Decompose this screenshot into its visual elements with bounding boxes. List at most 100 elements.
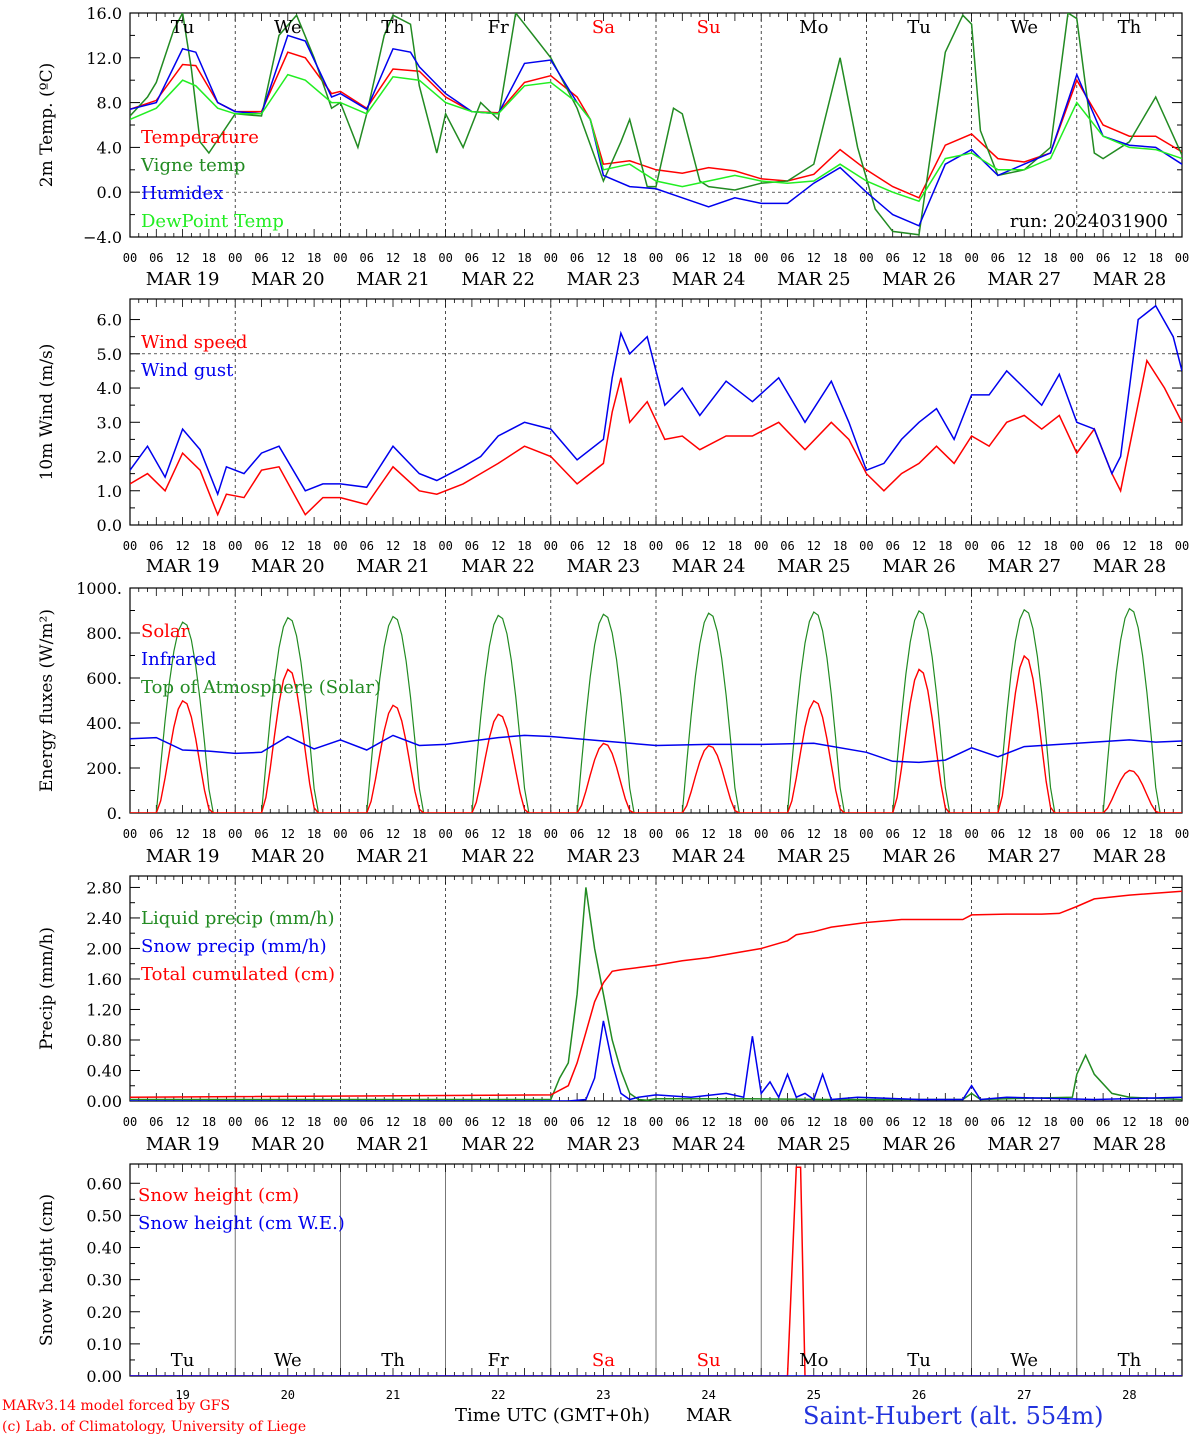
date-label: MAR 25 <box>777 556 851 577</box>
date-label: MAR 19 <box>146 556 220 577</box>
hour-label: 06 <box>1096 539 1110 553</box>
hour-label: 06 <box>991 251 1005 265</box>
hour-label: 18 <box>1148 251 1162 265</box>
date-label: MAR 24 <box>672 556 746 577</box>
hour-label: 06 <box>885 1115 899 1129</box>
y-tick-label: 0.50 <box>86 1206 122 1225</box>
hour-label: 00 <box>438 251 452 265</box>
hour-label: 18 <box>202 539 216 553</box>
hour-label: 18 <box>307 1115 321 1129</box>
hour-label: 06 <box>465 251 479 265</box>
date-label: MAR 23 <box>567 1134 641 1155</box>
weekday-label: Th <box>381 1350 405 1371</box>
hour-label: 12 <box>1017 539 1031 553</box>
hour-label: 18 <box>728 251 742 265</box>
y-tick-label: 2.40 <box>86 909 122 928</box>
hour-label: 12 <box>491 1115 505 1129</box>
hour-label: 00 <box>1175 827 1189 841</box>
series-layer <box>130 1166 1182 1376</box>
series-layer <box>130 13 1182 236</box>
y-tick-label: 1.20 <box>86 1000 122 1019</box>
hour-label: 12 <box>175 539 189 553</box>
hour-label: 06 <box>1096 251 1110 265</box>
date-label: MAR 19 <box>146 269 220 290</box>
hour-label: 18 <box>938 251 952 265</box>
hour-label: 12 <box>701 251 715 265</box>
series-line-dewpoint-temp <box>130 73 1182 203</box>
y-tick-label: −4.0 <box>83 228 122 247</box>
y-tick-label: 0.20 <box>86 1303 122 1322</box>
date-label: MAR 25 <box>777 1134 851 1155</box>
legend-entry: Snow height (cm) <box>138 1185 299 1206</box>
date-label: MAR 19 <box>146 1134 220 1155</box>
panel-5: 0.60 0.50 0.40 0.30 0.20 0.10 0.00 Snow height … <box>37 1163 1183 1402</box>
hour-label: 18 <box>728 539 742 553</box>
day-number: 21 <box>386 1388 400 1402</box>
hour-label: 12 <box>701 1115 715 1129</box>
date-label: MAR 21 <box>356 269 430 290</box>
site-label: Saint-Hubert (alt. 554m) <box>803 1402 1104 1430</box>
credit-line-1: MARv3.14 model forced by GFS <box>2 1398 231 1414</box>
hour-label: 00 <box>964 539 978 553</box>
hour-label: 06 <box>570 539 584 553</box>
hour-label: 00 <box>123 539 137 553</box>
hour-label: 00 <box>1070 1115 1084 1129</box>
date-label: MAR 23 <box>567 269 641 290</box>
hour-label: 06 <box>149 1115 163 1129</box>
y-tick-label: 1.60 <box>86 970 122 989</box>
hour-label: 00 <box>123 251 137 265</box>
y-tick-label: 6.0 <box>97 311 122 330</box>
hour-label: 12 <box>912 827 926 841</box>
hour-label: 18 <box>1148 1115 1162 1129</box>
series-line-liquid-precip-mm-h- <box>130 887 1182 1101</box>
y-tick-label: 400. <box>86 714 122 733</box>
legend-entry: Total cumulated (cm) <box>141 964 335 985</box>
weekday-label: Fr <box>488 1350 509 1371</box>
hour-label: 00 <box>438 539 452 553</box>
hour-label: 06 <box>885 251 899 265</box>
day-number: 27 <box>1017 1388 1031 1402</box>
hour-label: 00 <box>649 539 663 553</box>
y-tick-label: 4.0 <box>97 379 122 398</box>
hour-label: 06 <box>570 1115 584 1129</box>
hour-label: 18 <box>833 251 847 265</box>
hour-label: 18 <box>307 251 321 265</box>
hour-label: 00 <box>649 827 663 841</box>
hour-label: 12 <box>1122 539 1136 553</box>
series-layer <box>130 887 1182 1101</box>
hour-label: 12 <box>386 1115 400 1129</box>
hour-label: 12 <box>807 539 821 553</box>
legend-entry: Liquid precip (mm/h) <box>141 908 335 929</box>
legend-entry: Wind gust <box>141 360 234 381</box>
weekday-label: Su <box>697 17 721 38</box>
date-label: MAR 20 <box>251 556 325 577</box>
panel-1: 16.0 12.0 8.0 4.0 0.0 −4.0 2m Temp. (ºC) Temper… <box>37 4 1189 290</box>
hour-label: 18 <box>412 539 426 553</box>
hour-label: 12 <box>281 539 295 553</box>
date-label: MAR 22 <box>461 846 535 867</box>
hour-label: 00 <box>649 251 663 265</box>
hour-label: 18 <box>1043 251 1057 265</box>
hour-label: 18 <box>622 1115 636 1129</box>
y-axis-label: 2m Temp. (ºC) <box>37 63 57 188</box>
legend-entry: Humidex <box>141 183 223 204</box>
plot-frame <box>129 587 1183 814</box>
hour-label: 18 <box>833 539 847 553</box>
hour-label: 18 <box>728 827 742 841</box>
hour-label: 18 <box>412 827 426 841</box>
panel-4: 2.80 2.40 2.00 1.60 1.20 0.80 0.40 0.00 Precip (… <box>37 875 1189 1155</box>
hour-label: 12 <box>912 1115 926 1129</box>
y-tick-label: 2.00 <box>86 939 122 958</box>
hour-label: 18 <box>833 1115 847 1129</box>
date-label: MAR 24 <box>672 1134 746 1155</box>
hour-label: 00 <box>964 1115 978 1129</box>
series-line-total-cumulated-cm- <box>130 890 1182 1098</box>
month-label: MAR <box>686 1405 731 1426</box>
y-tick-label: 0.00 <box>86 1367 122 1386</box>
hour-label: 06 <box>780 539 794 553</box>
hour-label: 18 <box>1043 1115 1057 1129</box>
y-tick-label: 3.0 <box>97 413 122 432</box>
hour-label: 06 <box>780 827 794 841</box>
hour-label: 06 <box>570 827 584 841</box>
